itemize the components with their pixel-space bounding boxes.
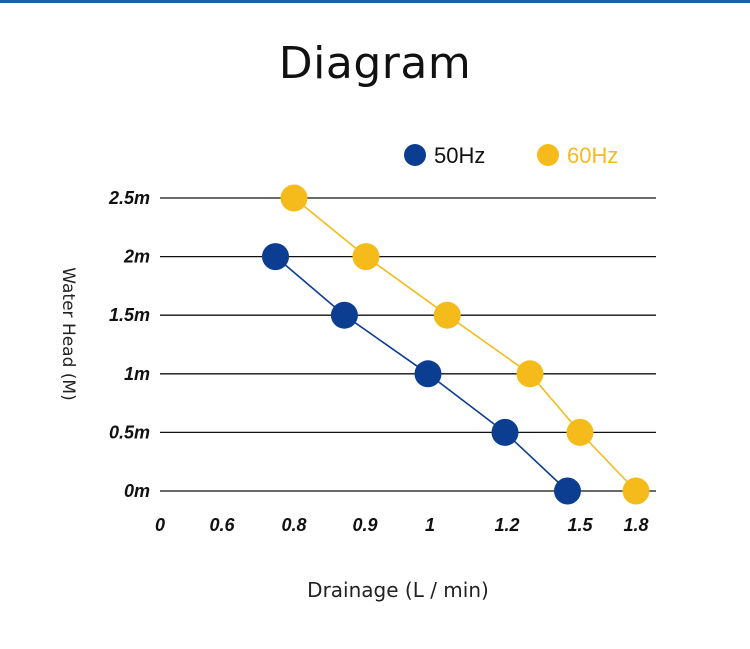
x-tick-labels: 0 0.6 0.8 0.9 1 1.2 1.5 1.8 <box>155 515 649 535</box>
legend-label-60hz: 60Hz <box>567 143 618 168</box>
series-points <box>262 184 650 505</box>
data-point-50hz <box>554 477 581 505</box>
chart-title: Diagram <box>278 38 472 89</box>
y-tick-labels: 0m 0.5m 1m 1.5m 2m 2.5m <box>108 188 150 501</box>
data-point-50hz <box>262 243 289 271</box>
series-line-60hz <box>293 197 637 492</box>
data-point-60hz <box>516 360 544 388</box>
legend-label-50hz: 50Hz <box>434 143 485 168</box>
y-axis-label: Water Head (M) <box>58 267 78 400</box>
x-tick-label: 1.8 <box>623 515 648 535</box>
top-accent-rule <box>0 0 750 3</box>
y-tick-label: 1m <box>124 364 150 384</box>
legend-swatch-50hz <box>404 144 426 166</box>
y-tick-label: 0.5m <box>109 422 150 442</box>
x-axis-label: Drainage (L / min) <box>307 578 489 602</box>
y-tick-label: 2m <box>123 247 150 267</box>
y-tick-label: 2.5m <box>108 188 150 208</box>
series-lines <box>274 197 637 492</box>
x-tick-label: 0.8 <box>281 515 306 535</box>
x-tick-label: 0 <box>155 515 165 535</box>
legend-swatch-60hz <box>537 144 559 166</box>
data-point-60hz <box>622 477 650 505</box>
data-point-50hz <box>491 418 519 446</box>
x-tick-label: 1.2 <box>494 515 519 535</box>
x-tick-label: 1 <box>425 515 435 535</box>
x-tick-label: 0.6 <box>209 515 235 535</box>
data-point-50hz <box>330 301 358 329</box>
x-tick-label: 0.9 <box>352 515 377 535</box>
y-tick-label: 1.5m <box>109 305 150 325</box>
data-point-60hz <box>280 184 308 212</box>
data-point-50hz <box>414 360 442 388</box>
data-point-60hz <box>433 301 461 329</box>
legend: 50Hz 60Hz <box>404 143 618 168</box>
data-point-60hz <box>566 418 594 446</box>
y-tick-label: 0m <box>124 481 150 501</box>
x-tick-label: 1.5 <box>567 515 593 535</box>
gridlines <box>160 197 656 492</box>
data-point-60hz <box>352 243 380 271</box>
